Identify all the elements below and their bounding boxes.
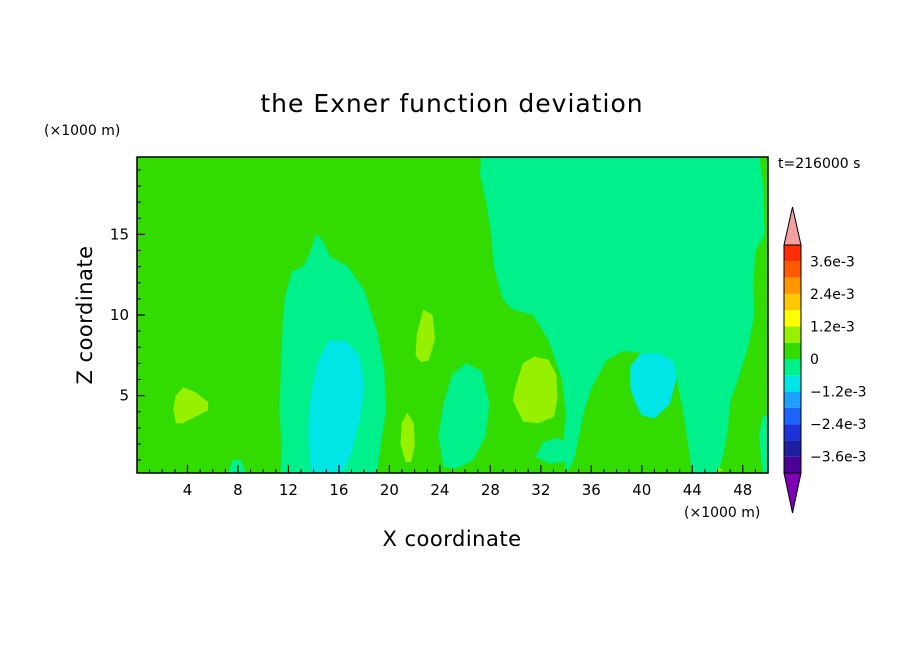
contour-region-3 bbox=[438, 363, 490, 469]
colorbar-label: 0 bbox=[810, 352, 819, 368]
chart-title: the Exner function deviation bbox=[260, 89, 643, 118]
colorbar-bin bbox=[784, 424, 801, 441]
colorbar-bin bbox=[784, 310, 801, 327]
colorbar-bin bbox=[784, 359, 801, 376]
x-tick-label: 40 bbox=[632, 481, 651, 499]
y-tick-label: 15 bbox=[110, 225, 129, 243]
x-tick-label: 36 bbox=[582, 481, 601, 499]
x-tick-label: 16 bbox=[329, 481, 348, 499]
x-axis-label: X coordinate bbox=[382, 527, 521, 551]
x-tick-label: 44 bbox=[683, 481, 702, 499]
colorbar-bottom-arrow bbox=[783, 472, 802, 514]
contour-region-5 bbox=[227, 459, 246, 473]
contour-region-10 bbox=[415, 309, 436, 363]
colorbar-bin bbox=[784, 456, 801, 473]
x-tick-label: 4 bbox=[183, 481, 193, 499]
y-tick-label: 10 bbox=[110, 306, 129, 324]
y-tick-label: 5 bbox=[119, 387, 129, 405]
colorbar-bin bbox=[784, 326, 801, 343]
x-tick-label: 8 bbox=[233, 481, 243, 499]
colorbar: 3.6e-3 2.4e-3 1.2e-3 0 −1.2e-3 −2.4e-3 −3.6e-3 bbox=[783, 206, 867, 514]
colorbar-label: 1.2e-3 bbox=[810, 319, 855, 335]
colorbar-bin bbox=[784, 391, 801, 408]
x-tick-label: 12 bbox=[279, 481, 298, 499]
time-label: t=216000 s bbox=[778, 156, 860, 172]
contour-region-4 bbox=[535, 437, 572, 464]
x-tick-label: 28 bbox=[481, 481, 500, 499]
contour-region-9 bbox=[173, 387, 208, 424]
contour-region-12 bbox=[512, 356, 558, 424]
x-tick-label: 20 bbox=[380, 481, 399, 499]
x-tick-label: 32 bbox=[531, 481, 550, 499]
contour-region-7 bbox=[308, 340, 365, 472]
colorbar-top-arrow bbox=[783, 206, 802, 246]
colorbar-bin bbox=[784, 277, 801, 294]
colorbar-frame bbox=[783, 244, 802, 474]
colorbar-label: −3.6e-3 bbox=[810, 450, 867, 466]
colorbar-bin bbox=[784, 342, 801, 359]
x-tick-label: 48 bbox=[733, 481, 752, 499]
contour-region-6 bbox=[758, 414, 768, 473]
x-tick-label: 24 bbox=[430, 481, 449, 499]
x-axis: 4 8 12 16 20 24 28 32 36 40 44 48 bbox=[149, 465, 756, 499]
colorbar-bin bbox=[784, 440, 801, 457]
colorbar-bin bbox=[784, 245, 801, 262]
colorbar-bin bbox=[784, 407, 801, 425]
contour-region-8 bbox=[630, 353, 677, 419]
colorbar-label: −2.4e-3 bbox=[810, 417, 867, 433]
colorbar-bin bbox=[784, 375, 801, 392]
y-axis-label: Z coordinate bbox=[73, 245, 97, 384]
colorbar-bin bbox=[784, 293, 801, 311]
y-axis: 5 10 15 bbox=[110, 169, 145, 461]
contour-region-1 bbox=[479, 157, 765, 473]
colorbar-label: 2.4e-3 bbox=[810, 287, 855, 303]
contour-region-11 bbox=[400, 412, 415, 463]
x-unit-label: (×1000 m) bbox=[684, 505, 760, 521]
y-unit-label: (×1000 m) bbox=[44, 123, 120, 139]
colorbar-label: −1.2e-3 bbox=[810, 385, 867, 401]
colorbar-bin bbox=[784, 261, 801, 278]
colorbar-label: 3.6e-3 bbox=[810, 254, 855, 270]
contour-field bbox=[137, 157, 768, 473]
